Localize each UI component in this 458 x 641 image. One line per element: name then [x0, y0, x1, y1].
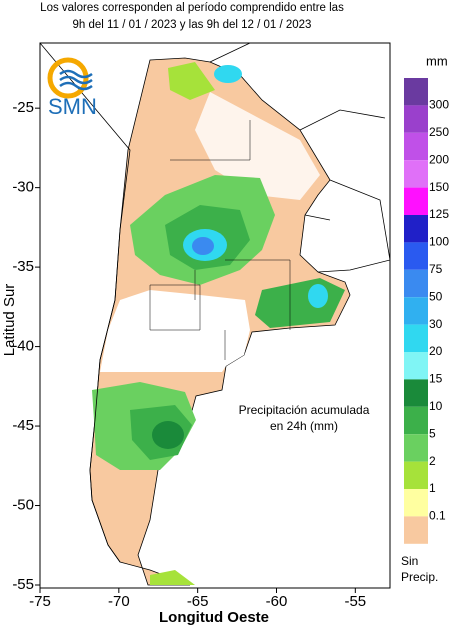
legend-label: 1 [429, 481, 436, 495]
annotation: Precipitación acumulada [239, 403, 370, 417]
dry-area [195, 92, 320, 200]
legend-swatch [404, 324, 428, 352]
legend-no-precip: Precip. [401, 570, 438, 584]
annotation: en 24h (mm) [270, 419, 338, 433]
legend-swatch [404, 215, 428, 243]
x-axis-label: Longitud Oeste [159, 609, 269, 626]
legend-swatch [404, 160, 428, 188]
legend-swatch [404, 379, 428, 407]
y-tick-label: -25 [12, 99, 34, 116]
y-tick-label: -55 [12, 576, 34, 593]
legend-swatch [404, 242, 428, 270]
legend-label: 100 [429, 235, 449, 249]
rain-area [192, 237, 214, 255]
x-tick-label: -55 [344, 593, 366, 610]
y-tick-label: -30 [12, 179, 34, 196]
rain-area [214, 65, 242, 83]
legend-swatch [404, 187, 428, 215]
provinces [149, 120, 291, 360]
legend-label: 20 [429, 344, 443, 358]
legend-label: 125 [429, 207, 449, 221]
y-tick-label: -40 [12, 338, 34, 355]
legend-label: 300 [429, 98, 449, 112]
legend-swatch [404, 78, 428, 106]
y-tick-label: -45 [12, 417, 34, 434]
legend-label: 150 [429, 180, 449, 194]
map-area [39, 42, 391, 589]
legend-label: 0.1 [429, 509, 446, 523]
legend-label: 50 [429, 289, 443, 303]
title-line: 9h del 11 / 01 / 2023 y las 9h del 12 / … [73, 19, 312, 31]
x-tick-label: -65 [187, 593, 209, 610]
legend-label: 2 [429, 454, 436, 468]
legend-label: 15 [429, 372, 443, 386]
legend-label: 250 [429, 125, 449, 139]
legend-swatch [404, 461, 428, 489]
legend-label: 200 [429, 152, 449, 166]
logo: SMN [47, 57, 97, 119]
logo-text: SMN [48, 94, 97, 119]
rain-area [168, 62, 215, 100]
legend-label: 75 [429, 262, 443, 276]
legend-swatch [404, 489, 428, 517]
y-tick-label: -35 [12, 258, 34, 275]
logo-waves [59, 69, 93, 91]
legend-swatch [404, 516, 428, 544]
legend-swatch [404, 297, 428, 325]
legend-label: 5 [429, 426, 436, 440]
legend-swatch [404, 434, 428, 462]
legend-unit: mm [426, 53, 448, 68]
legend-label: 10 [429, 399, 443, 413]
legend-swatch [404, 132, 428, 161]
y-tick-label: -50 [12, 496, 34, 513]
dry-area [100, 290, 250, 372]
title-line: Los valores corresponden al período comp… [40, 2, 344, 14]
x-tick-label: -75 [29, 593, 51, 610]
legend-swatch [404, 105, 428, 133]
legend-swatch [404, 352, 428, 380]
rain-area [150, 570, 195, 585]
legend-label: 30 [429, 317, 443, 331]
x-tick-label: -70 [108, 593, 130, 610]
legend-no-precip: Sin [401, 554, 418, 568]
borders [39, 42, 391, 563]
legend-swatch [404, 406, 428, 435]
y-axis-label: Latitud Sur [1, 284, 18, 357]
legend-swatch [404, 269, 428, 298]
rain-area [308, 284, 328, 308]
rain-area [152, 421, 184, 449]
x-tick-label: -60 [266, 593, 288, 610]
